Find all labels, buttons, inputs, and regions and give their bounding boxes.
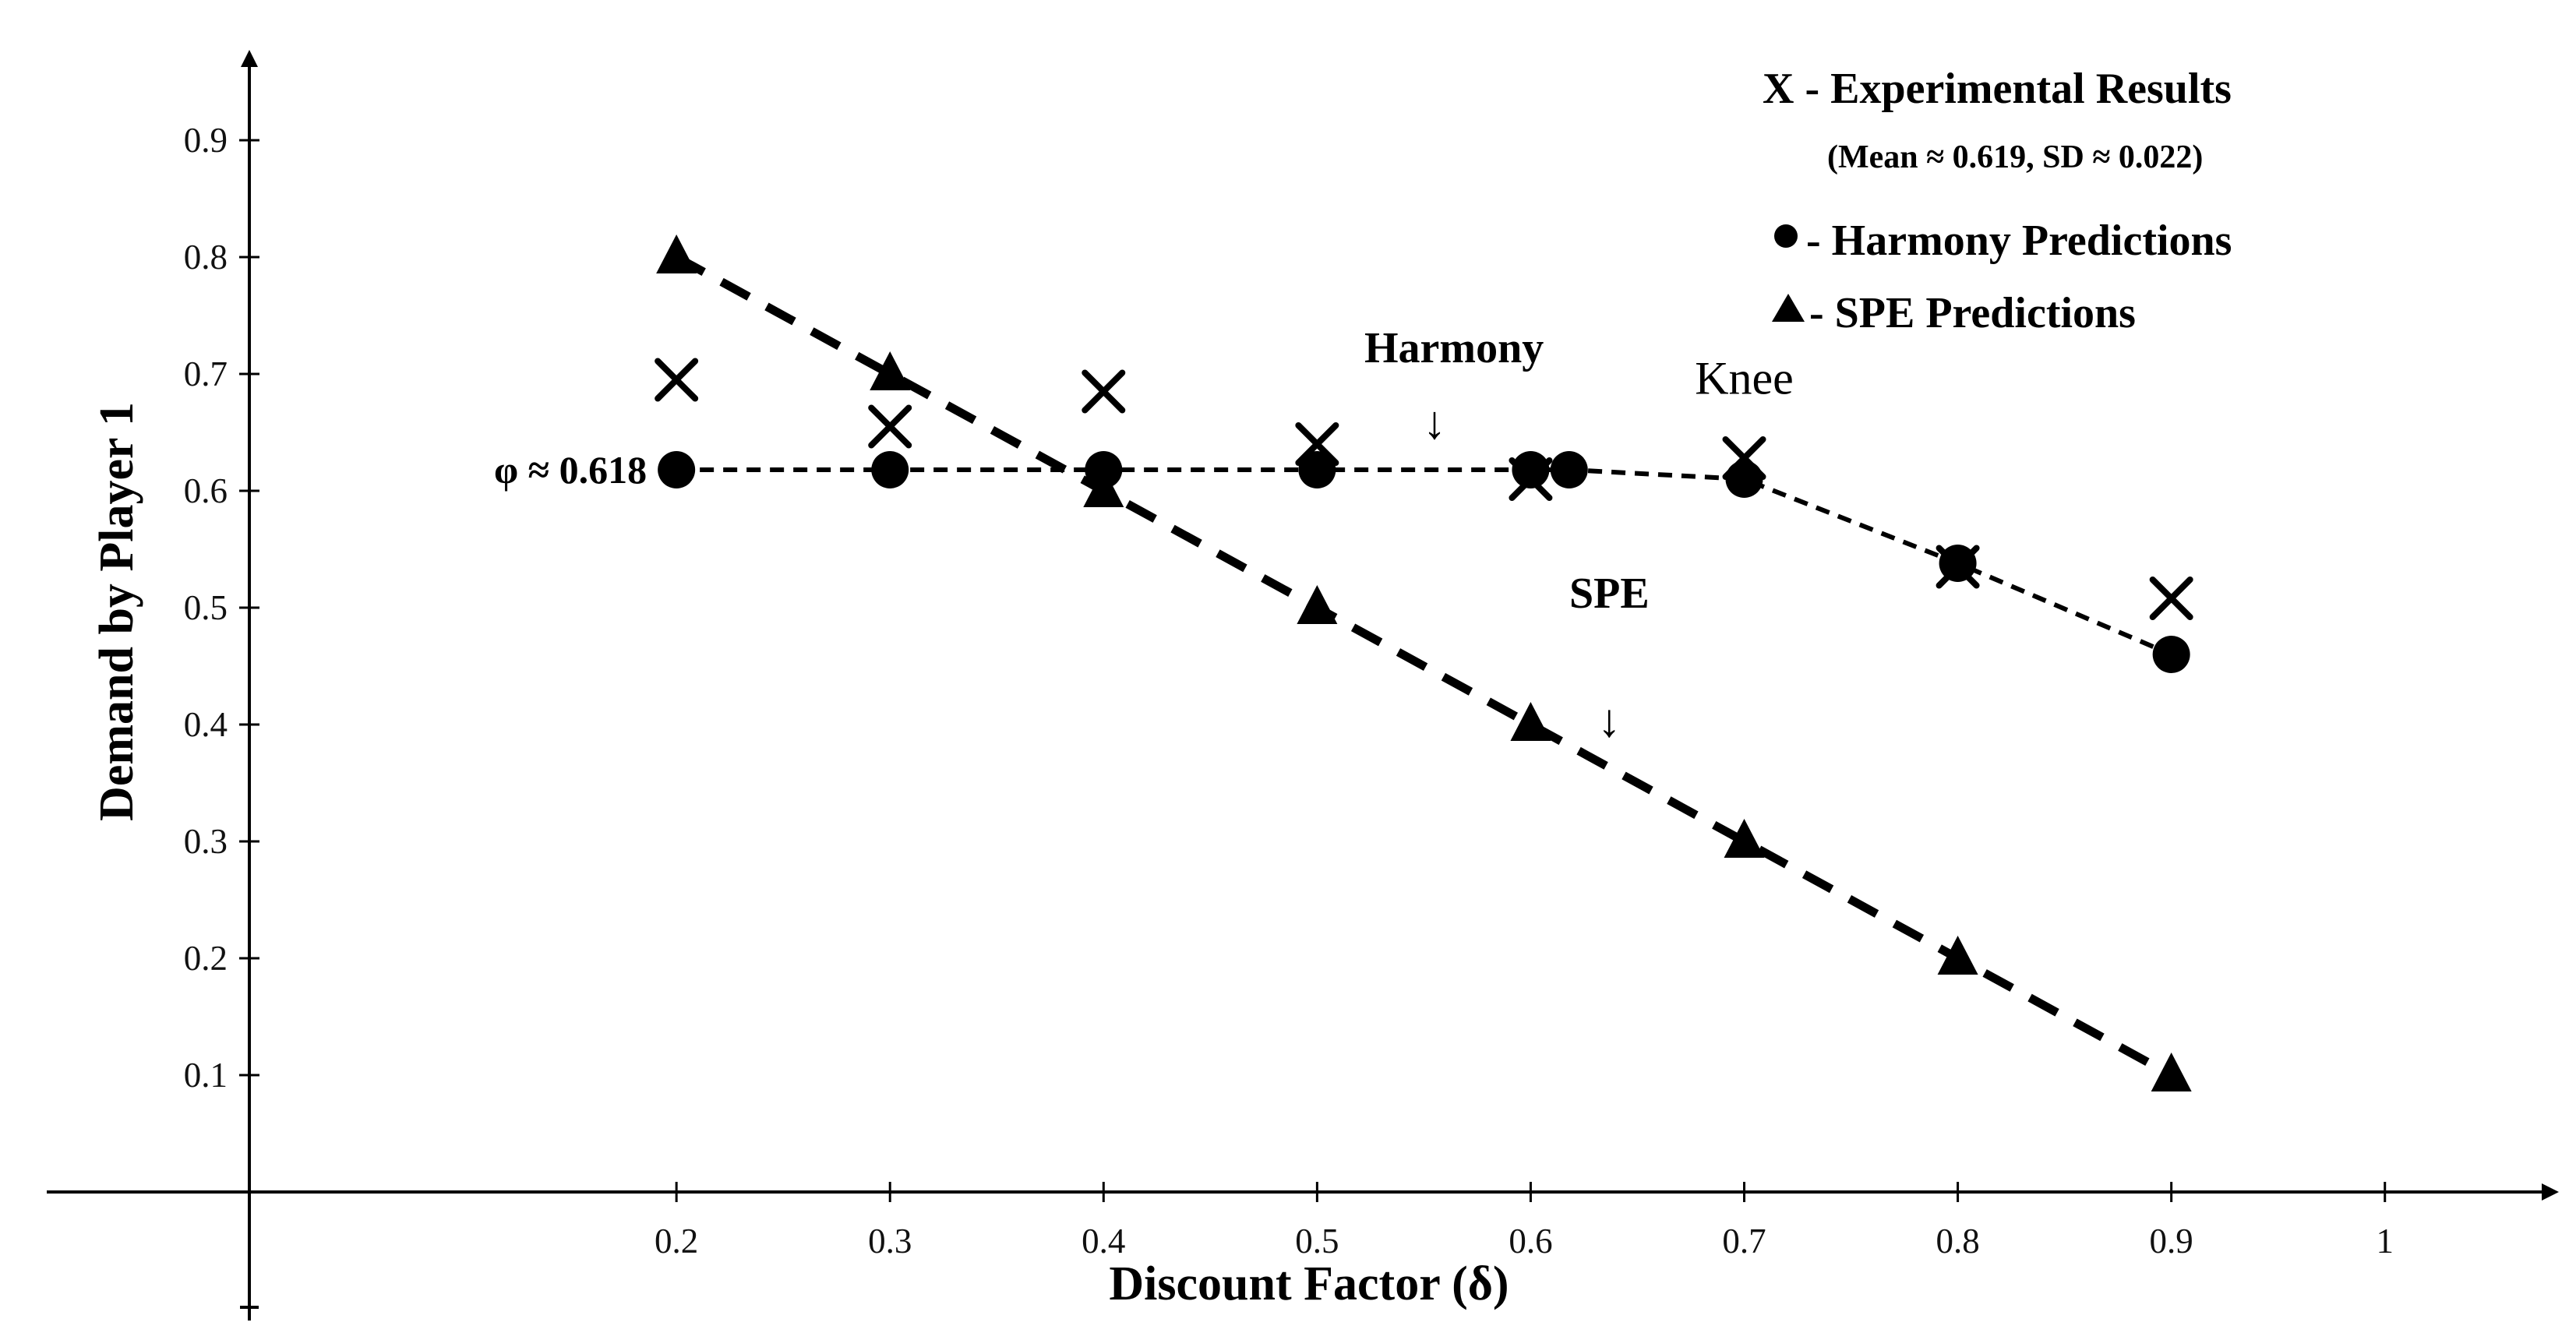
- x-tick-label: 0.9: [2150, 1222, 2193, 1261]
- harmony-predictions-point: [871, 451, 909, 488]
- x-tick-label: 0.4: [1082, 1222, 1125, 1261]
- x-tick-label: 0.5: [1295, 1222, 1339, 1261]
- harmony-predictions-point: [1725, 460, 1763, 498]
- legend-experimental-stats: (Mean ≈ 0.619, SD ≈ 0.022): [1827, 139, 2203, 175]
- axes: [47, 50, 2559, 1321]
- spe-annotation: SPE: [1569, 570, 1650, 618]
- y-tick-label: 0.9: [184, 121, 228, 160]
- spe-arrow-icon: ↓: [1597, 695, 1621, 746]
- y-axis-title: Demand by Player 1: [90, 402, 143, 821]
- y-tick-label: 0.7: [184, 354, 228, 393]
- spe-predictions-point: [1937, 936, 1978, 975]
- phi-annotation: φ ≈ 0.618: [494, 448, 647, 492]
- spe-predictions-point: [1510, 702, 1551, 741]
- harmony-predictions-point: [2152, 636, 2190, 673]
- harmony-predictions-point: [658, 451, 696, 488]
- y-axis-arrow: [241, 50, 258, 67]
- experimental-results-point: [1082, 369, 1126, 414]
- legend: X - Experimental Results (Mean ≈ 0.619, …: [1763, 65, 2232, 337]
- spe-predictions-point: [870, 351, 911, 390]
- legend-harmony: - Harmony Predictions: [1806, 217, 2232, 265]
- harmony-predictions-point: [1298, 451, 1336, 488]
- y-tick-label: 0.1: [184, 1056, 228, 1095]
- legend-harmony-marker: [1774, 224, 1798, 248]
- spe-predictions-point: [656, 235, 697, 273]
- spe-predictions-point: [1083, 468, 1124, 507]
- y-axis-ticks: 0.1 0.2 0.3 0.4 0.5 0.6 0.7 0.8 0.9: [184, 121, 259, 1095]
- harmony-annotation: Harmony: [1364, 324, 1544, 372]
- harmony-predictions-point: [1939, 545, 1977, 582]
- x-axis-title: Discount Factor (δ): [1109, 1257, 1509, 1310]
- x-tick-label: 0.2: [655, 1222, 698, 1261]
- y-tick-label: 0.5: [184, 588, 228, 627]
- annotations: φ ≈ 0.618 Harmony ↓ SPE ↓ Knee: [494, 324, 1794, 746]
- y-tick-label: 0.2: [184, 939, 228, 978]
- x-tick-label: 1: [2376, 1222, 2394, 1261]
- spe-predictions-point: [2151, 1053, 2192, 1091]
- harmony-predictions-point: [1512, 451, 1550, 488]
- legend-spe: - SPE Predictions: [1809, 289, 2136, 337]
- x-axis-ticks: 0.2 0.3 0.4 0.5 0.6 0.7 0.8 0.9 1: [655, 1182, 2394, 1261]
- experimental-results-point: [655, 358, 699, 402]
- series-markers: [655, 235, 2193, 1091]
- y-tick-label: 0.6: [184, 471, 228, 510]
- y-tick-label: 0.4: [184, 705, 228, 744]
- x-tick-label: 0.7: [1722, 1222, 1766, 1261]
- knee-annotation: Knee: [1695, 353, 1794, 404]
- spe-predictions-point: [1724, 819, 1765, 858]
- legend-experimental: X - Experimental Results: [1763, 65, 2232, 113]
- harmony-predictions-point: [1550, 451, 1588, 488]
- x-tick-label: 0.8: [1936, 1222, 1979, 1261]
- y-tick-label: 0.8: [184, 238, 228, 277]
- legend-spe-marker: [1772, 294, 1805, 322]
- x-tick-label: 0.3: [868, 1222, 912, 1261]
- experimental-results-point: [2149, 577, 2193, 620]
- harmony-arrow-icon: ↓: [1423, 397, 1446, 449]
- spe-predictions-line: [674, 253, 2174, 1079]
- x-tick-label: 0.6: [1509, 1222, 1552, 1261]
- y-tick-label: 0.3: [184, 822, 228, 861]
- spe-predictions-point: [1297, 585, 1338, 624]
- x-axis-arrow: [2542, 1183, 2559, 1201]
- experimental-results-point: [868, 404, 912, 449]
